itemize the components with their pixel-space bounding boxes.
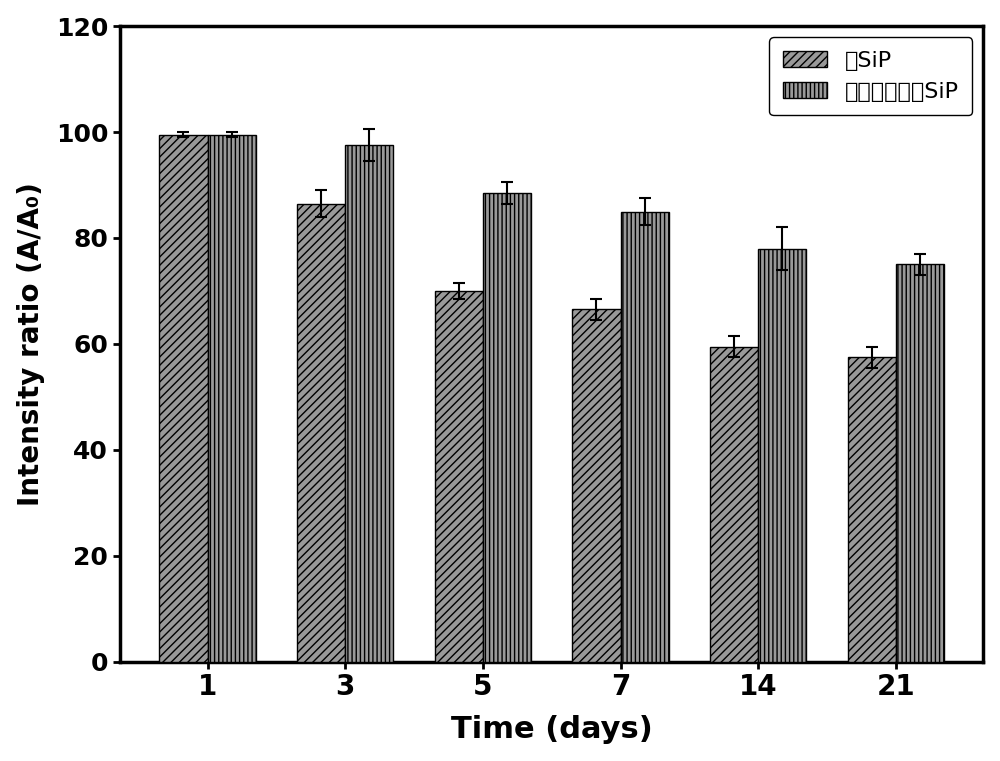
Bar [208, 135, 256, 661]
Bar [297, 204, 345, 661]
Bar [710, 346, 758, 661]
Bar [758, 249, 806, 661]
Bar [572, 310, 621, 661]
Legend: 纯SiP, 有机物修饰的SiP: 纯SiP, 有机物修饰的SiP [769, 37, 972, 115]
Bar [896, 265, 944, 661]
Bar [159, 135, 208, 661]
Bar [345, 145, 393, 661]
Y-axis label: Intensity ratio (A/A₀): Intensity ratio (A/A₀) [17, 182, 45, 506]
Bar [483, 193, 531, 661]
Bar [435, 291, 483, 661]
Bar [848, 357, 896, 661]
Bar [621, 212, 669, 661]
X-axis label: Time (days): Time (days) [451, 715, 653, 744]
